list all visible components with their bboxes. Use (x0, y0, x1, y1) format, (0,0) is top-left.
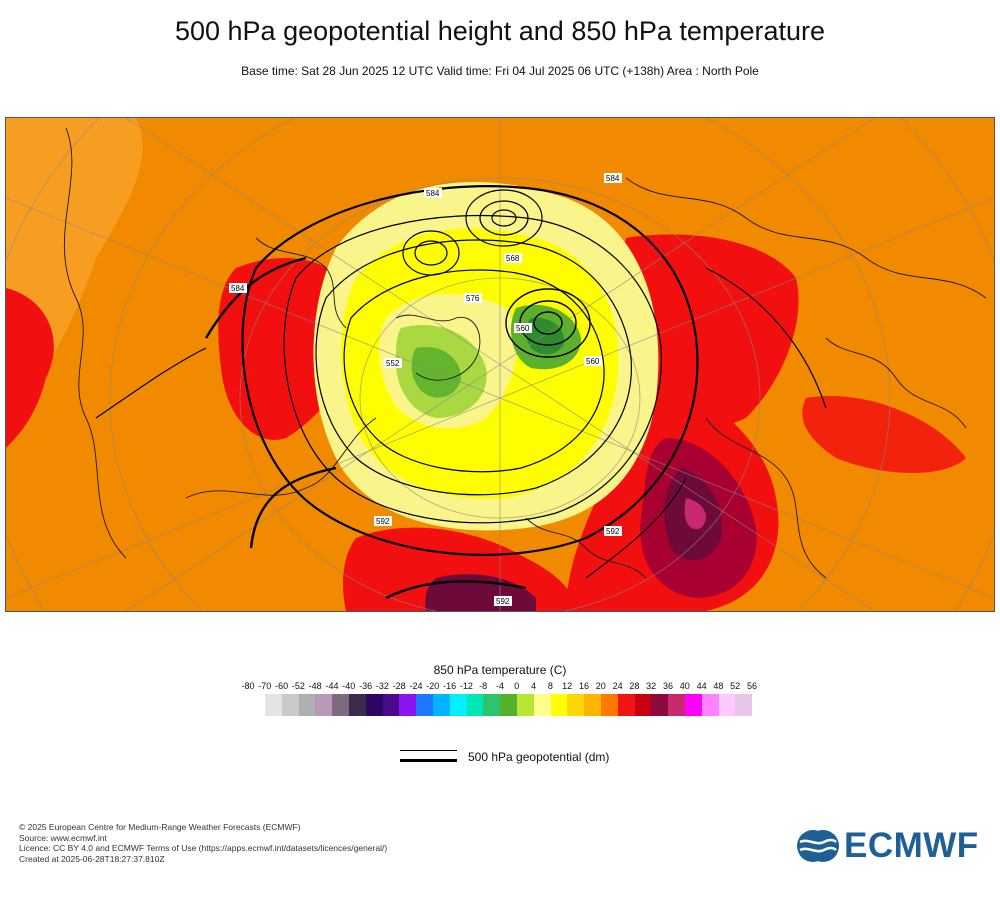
colorbar-swatch (399, 694, 417, 716)
colorbar-tick-label: 28 (629, 681, 640, 691)
colorbar-swatch (533, 694, 551, 716)
geopotential-line-sample-bold (400, 759, 457, 762)
colorbar-swatch (718, 694, 736, 716)
colorbar-tick-label: -60 (275, 681, 289, 691)
colorbar-swatch (315, 694, 333, 716)
north-pole-map: 584 568 560 592 552 584 560 592 584 576 … (6, 118, 994, 611)
credit-line: Created at 2025-06-28T18:27:37.810Z (19, 853, 165, 864)
colorbar-swatch (617, 694, 635, 716)
chart-subtitle: Base time: Sat 28 Jun 2025 12 UTC Valid … (241, 64, 759, 78)
colorbar-swatch (684, 694, 702, 716)
colorbar-tick-label: 56 (746, 681, 758, 691)
temperature-region (802, 396, 966, 473)
colorbar-swatch (332, 694, 349, 716)
colorbar-swatch (298, 694, 316, 716)
colorbar-tick-label: -20 (426, 681, 440, 691)
colorbar-swatch (567, 694, 585, 716)
colorbar-swatch (550, 694, 568, 716)
contour-label: 592 (496, 597, 510, 606)
colorbar-tick-label: 52 (730, 681, 741, 691)
temperature-region (684, 498, 706, 530)
colorbar-swatch (584, 694, 601, 716)
colorbar-swatch (668, 694, 685, 716)
colorbar-swatch (449, 694, 467, 716)
colorbar-tick-label: -8 (479, 681, 488, 691)
colorbar-tick-label: -12 (459, 681, 473, 691)
contour-label: 576 (466, 294, 480, 303)
credits: © 2025 European Centre for Medium-Range … (19, 822, 387, 864)
legend-title: 850 hPa temperature (C) (433, 663, 567, 677)
colorbar-swatch (516, 694, 534, 716)
contour-label: 560 (516, 324, 530, 333)
colorbar-tick-label: -80 (241, 681, 255, 691)
contour-label: 552 (386, 359, 400, 368)
colorbar-swatch (600, 694, 618, 716)
colorbar-tick-label: -40 (342, 681, 356, 691)
colorbar-swatch (365, 694, 383, 716)
geopotential-legend-label: 500 hPa geopotential (dm) (468, 750, 610, 764)
geopotential-line-sample (400, 750, 457, 751)
colorbar-swatch (281, 694, 299, 716)
legend-ticks: -80 -70 -60 -52 -48 -44 -40 -36 -32 -28 -24 -20 -16-… (0, 681, 1000, 693)
colorbar-swatch (483, 694, 501, 716)
colorbar-swatch (265, 694, 282, 716)
colorbar-swatch (500, 694, 517, 716)
credit-line: © 2025 European Centre for Medium-Range … (19, 822, 301, 832)
colorbar-tick-label: 36 (662, 681, 674, 691)
contour-label: 584 (426, 189, 440, 198)
colorbar-tick-label: 44 (696, 681, 707, 691)
colorbar-tick-label: 32 (646, 681, 657, 691)
colorbar-swatch (348, 694, 366, 716)
contour-label: 592 (606, 527, 620, 536)
colorbar-tick-label: 40 (679, 681, 690, 691)
map-panel: 584 568 560 592 552 584 560 592 584 576 … (5, 117, 995, 612)
graticule (6, 118, 994, 611)
colorbar-tick-label: 20 (595, 681, 606, 691)
colorbar-swatch (382, 694, 400, 716)
contour-label: 584 (231, 284, 245, 293)
colorbar-tick-label: -52 (291, 681, 305, 691)
temperature-colorbar (265, 694, 753, 716)
temperature-region (6, 288, 54, 448)
colorbar-tick-label: -36 (359, 681, 373, 691)
colorbar-swatch (432, 694, 450, 716)
colorbar-tick-label: 48 (713, 681, 724, 691)
colorbar-tick-label: -70 (258, 681, 272, 691)
contour-label: 568 (506, 254, 520, 263)
coastlines (63, 127, 987, 579)
colorbar-tick-label: -28 (392, 681, 406, 691)
colorbar-swatch (416, 694, 433, 716)
colorbar-tick-label: 0 (514, 681, 520, 691)
contour-label: 584 (606, 174, 620, 183)
colorbar-tick-label: 12 (562, 681, 573, 691)
colorbar-swatch (466, 694, 484, 716)
colorbar-tick-label: 4 (531, 681, 537, 691)
colorbar-tick-label: -32 (375, 681, 389, 691)
colorbar-tick-label: -44 (325, 681, 339, 691)
colorbar-swatch (634, 694, 652, 716)
credit-line: Licence: CC BY 4.0 and ECMWF Terms of Us… (19, 843, 388, 853)
geopotential-contours (95, 185, 827, 600)
colorbar-tick-label: 24 (612, 681, 623, 691)
colorbar-swatch (735, 694, 753, 716)
ecmwf-logo-icon (797, 830, 839, 862)
colorbar-tick-label: 16 (578, 681, 590, 691)
colorbar-tick-label: -4 (495, 681, 505, 691)
colorbar-tick-label: -24 (409, 681, 423, 691)
contour-label: 560 (586, 357, 600, 366)
ecmwf-logo: ECMWF (796, 826, 979, 866)
colorbar-swatch (701, 694, 719, 716)
colorbar-tick-label: -48 (308, 681, 322, 691)
colorbar-swatch (651, 694, 669, 716)
colorbar-tick-label: 8 (547, 681, 553, 691)
ecmwf-logo-text: ECMWF (844, 826, 979, 865)
contour-label: 592 (376, 517, 390, 526)
chart-title: 500 hPa geopotential height and 850 hPa … (174, 16, 825, 46)
credit-line: Source: www.ecmwf.int (19, 832, 107, 843)
colorbar-tick-label: -16 (443, 681, 457, 691)
temperature-region (622, 234, 799, 426)
contour-label-group: 584 568 560 592 552 584 560 592 584 576 … (229, 173, 622, 606)
